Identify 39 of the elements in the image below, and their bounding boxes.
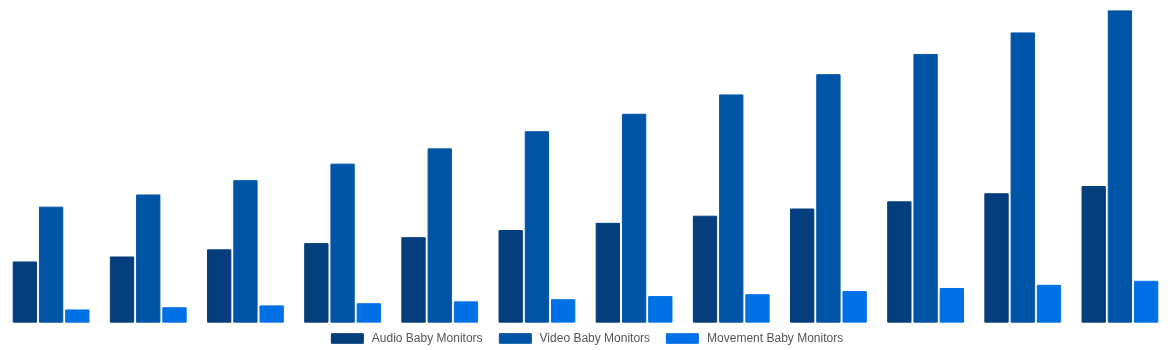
bar: [621, 113, 647, 323]
bar: [692, 215, 718, 323]
bar: [162, 307, 187, 323]
bar: [913, 53, 938, 323]
bar: [595, 222, 621, 323]
bar: [719, 94, 744, 323]
bar: [498, 230, 523, 323]
bar: [65, 309, 90, 323]
bar: [109, 256, 135, 323]
bar: [207, 249, 232, 323]
bar: [887, 201, 912, 323]
bar: [842, 291, 867, 323]
legend-label: Movement Baby Monitors: [707, 331, 844, 345]
bar: [304, 243, 329, 323]
bar: [38, 206, 64, 323]
legend-label: Audio Baby Monitors: [371, 331, 483, 345]
bar: [330, 163, 355, 323]
bar: [136, 194, 161, 323]
bar: [648, 296, 673, 323]
bar: [259, 305, 284, 323]
bar: [427, 148, 452, 323]
bar: [233, 180, 258, 323]
bar: [524, 131, 550, 323]
bar: [1036, 284, 1062, 323]
bar: [1107, 10, 1133, 323]
bar: [1010, 32, 1035, 323]
bar: [1081, 186, 1106, 323]
legend-label: Video Baby Monitors: [539, 331, 651, 345]
bar: [790, 208, 815, 323]
bar: [816, 74, 841, 323]
bar: [1133, 280, 1159, 323]
bar: [745, 294, 770, 323]
bar: [550, 299, 576, 323]
bar: [984, 193, 1009, 323]
bar: [401, 237, 426, 323]
bar: [12, 261, 38, 323]
bar: [356, 303, 381, 323]
bar: [453, 301, 479, 323]
bar: [939, 287, 964, 323]
